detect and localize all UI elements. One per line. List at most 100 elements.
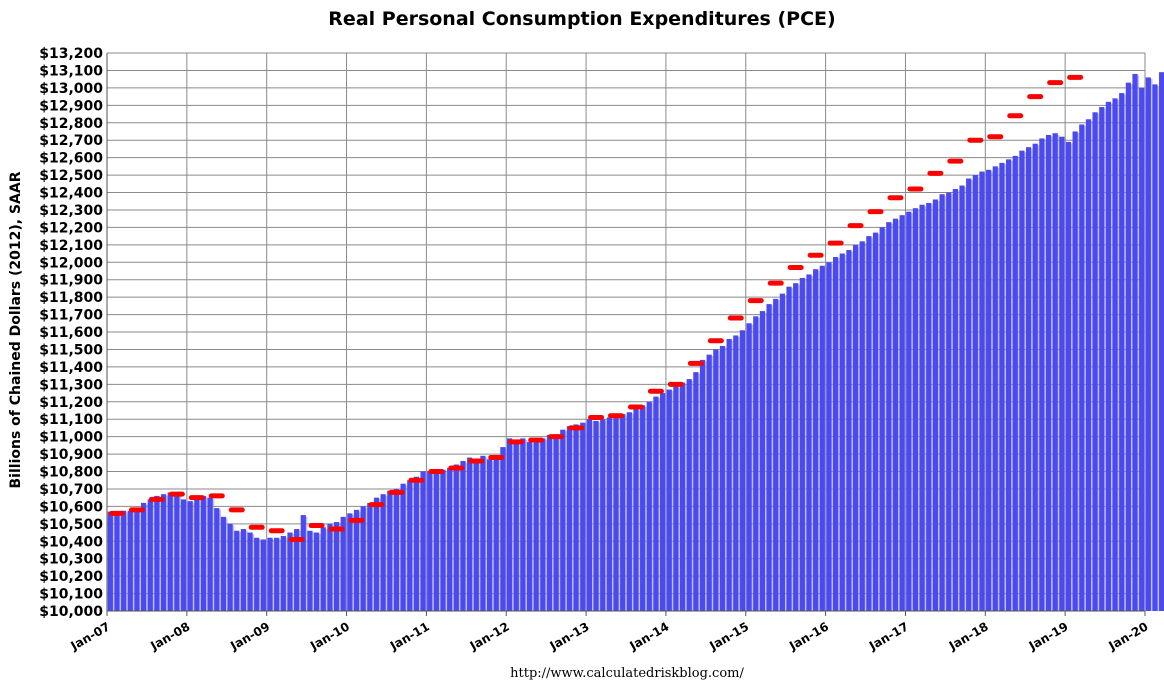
- monthly-bar: [227, 523, 233, 611]
- monthly-bar: [779, 293, 785, 611]
- monthly-bar: [300, 515, 306, 611]
- monthly-bar: [500, 447, 506, 611]
- monthly-bar: [600, 419, 606, 611]
- monthly-bar: [859, 241, 865, 611]
- quarterly-average-marker: [148, 496, 165, 502]
- monthly-bar: [1045, 134, 1052, 612]
- y-tick-label: $10,000: [39, 604, 103, 620]
- monthly-bar: [673, 386, 679, 611]
- monthly-bar: [1125, 82, 1131, 612]
- quarterly-average-marker: [128, 507, 145, 513]
- quarterly-average-marker: [727, 315, 744, 321]
- monthly-bar: [1119, 93, 1125, 611]
- monthly-bar: [167, 492, 173, 611]
- quarterly-average-marker: [188, 495, 205, 501]
- y-tick-label: $12,800: [39, 116, 103, 132]
- monthly-bar: [666, 389, 672, 611]
- monthly-bar: [966, 178, 972, 612]
- monthly-bar: [453, 464, 459, 611]
- y-tick-label: $10,400: [39, 534, 103, 550]
- monthly-bar: [706, 354, 712, 611]
- quarterly-average-marker: [647, 388, 664, 394]
- quarterly-average-marker: [747, 298, 764, 304]
- y-tick-label: $10,300: [39, 552, 103, 568]
- quarterly-average-marker: [488, 455, 505, 461]
- x-tick-label: Jan-10: [307, 619, 352, 653]
- y-tick-label: $11,800: [39, 290, 103, 306]
- monthly-bar: [813, 269, 819, 611]
- monthly-bar: [347, 513, 353, 611]
- monthly-bar: [646, 401, 652, 611]
- monthly-bar: [766, 304, 772, 611]
- monthly-bar: [972, 175, 978, 611]
- monthly-bar: [912, 208, 919, 611]
- x-tick-label: Jan-18: [946, 619, 991, 653]
- monthly-bar: [979, 171, 985, 611]
- monthly-bar: [833, 257, 839, 611]
- y-tick-label: $11,600: [39, 325, 103, 341]
- quarterly-average-marker: [108, 510, 125, 516]
- monthly-bar: [460, 461, 466, 611]
- quarterly-average-marker: [208, 493, 225, 499]
- quarterly-average-marker: [168, 491, 185, 497]
- quarterly-average-markers: [108, 74, 1084, 543]
- quarterly-average-marker: [807, 252, 824, 258]
- monthly-bar: [613, 415, 619, 611]
- monthly-bar: [274, 537, 280, 611]
- monthly-bar: [1059, 136, 1065, 611]
- monthly-bar: [866, 236, 872, 611]
- monthly-bar: [114, 513, 120, 611]
- monthly-bar: [160, 494, 167, 611]
- x-tick-label: Jan-07: [68, 619, 113, 653]
- monthly-bar: [640, 405, 646, 611]
- monthly-bar: [467, 457, 473, 611]
- monthly-bar: [280, 536, 286, 611]
- x-tick-label: Jan-16: [786, 619, 831, 653]
- monthly-bar: [540, 438, 546, 611]
- y-tick-label: $12,500: [39, 168, 103, 184]
- monthly-bar: [553, 434, 559, 611]
- monthly-bar: [1052, 133, 1058, 611]
- monthly-bar: [247, 532, 253, 611]
- y-tick-label: $10,700: [39, 482, 103, 498]
- monthly-bar: [906, 211, 912, 611]
- monthly-bar: [699, 359, 706, 611]
- y-tick-label: $12,400: [39, 186, 103, 202]
- monthly-bar: [719, 345, 726, 611]
- monthly-bar: [560, 429, 566, 611]
- quarterly-average-marker: [1047, 80, 1064, 86]
- monthly-bar: [952, 189, 958, 611]
- monthly-bar: [713, 349, 719, 611]
- monthly-bar: [1132, 73, 1138, 612]
- monthly-bar: [992, 166, 998, 611]
- y-tick-label: $12,600: [39, 151, 103, 167]
- axes: [106, 53, 1145, 612]
- y-tick-label: $11,400: [39, 360, 103, 376]
- y-tick-label: $13,100: [39, 63, 103, 79]
- monthly-bar: [846, 250, 852, 611]
- monthly-bar: [793, 283, 799, 611]
- quarterly-average-marker: [907, 186, 924, 192]
- monthly-bar: [420, 471, 426, 611]
- monthly-bar: [679, 382, 686, 611]
- monthly-bar: [214, 508, 220, 611]
- monthly-bar: [1019, 150, 1025, 611]
- monthly-bar: [1012, 155, 1018, 611]
- quarterly-average-marker: [887, 195, 904, 201]
- x-tick-label: Jan-15: [706, 619, 751, 653]
- quarterly-average-marker: [947, 158, 964, 164]
- monthly-bar: [147, 499, 153, 611]
- monthly-bar: [886, 222, 892, 612]
- monthly-bar: [759, 311, 765, 611]
- quarterly-average-marker: [687, 360, 704, 366]
- monthly-bar: [487, 459, 493, 611]
- monthly-bar: [480, 455, 486, 611]
- quarterly-average-marker: [228, 507, 245, 513]
- y-tick-label: $12,700: [39, 133, 103, 149]
- quarterly-average-marker: [468, 458, 485, 464]
- monthly-bar: [726, 338, 732, 611]
- x-tick-labels: Jan-07 Jan-08 Jan-09 Jan-10 Jan-11 Jan-12 Jan-…: [68, 619, 1151, 653]
- monthly-bar: [314, 532, 320, 611]
- y-tick-label: $12,000: [39, 255, 103, 271]
- quarterly-average-marker: [568, 425, 585, 431]
